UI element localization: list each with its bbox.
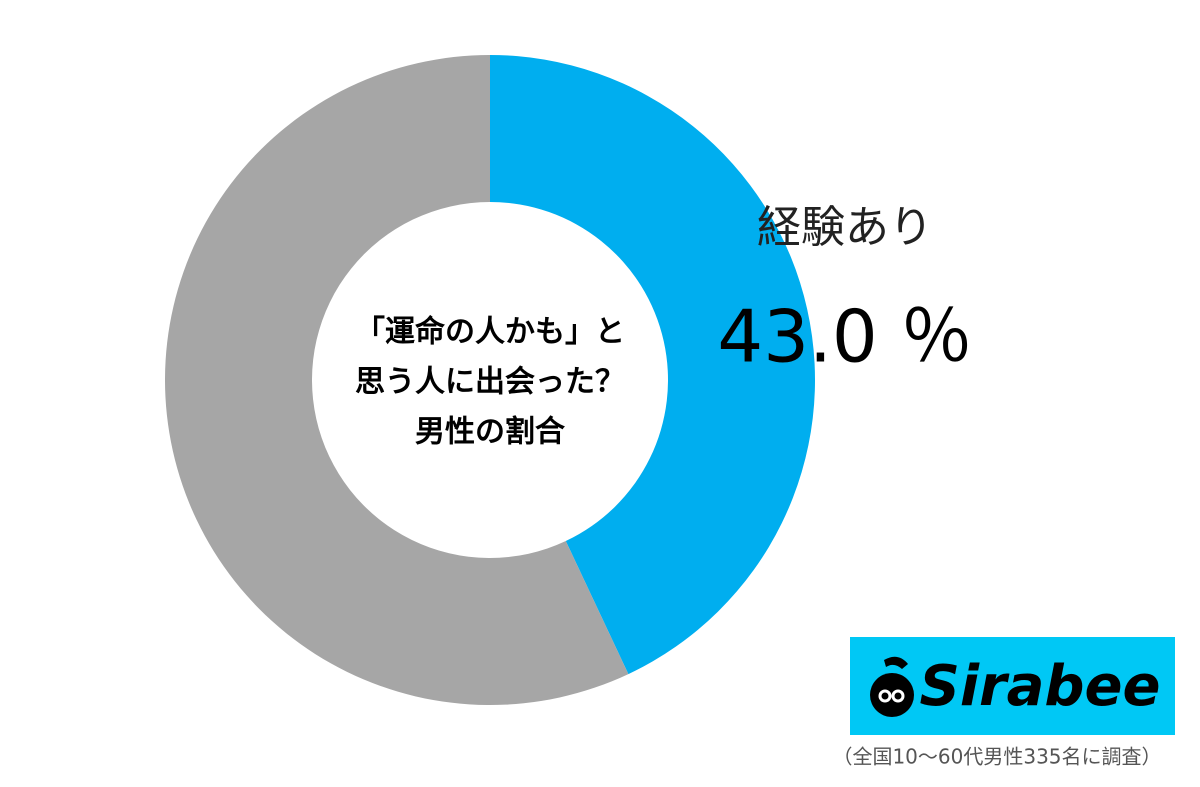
- center-text: 「運命の人かも」と: [355, 315, 625, 350]
- logo-icon: [870, 656, 914, 717]
- category-label: 経験あり: [757, 202, 933, 253]
- value-label: 43.0 ％: [717, 295, 972, 379]
- note: （全国10～60代男性335名に調査）: [832, 745, 1161, 769]
- donut: [165, 55, 815, 705]
- donut-segment: [165, 55, 629, 705]
- donut-segment: [490, 55, 815, 675]
- logo-text: Sirabee: [920, 654, 1161, 719]
- center-text: 思う人に出会った？: [355, 365, 625, 400]
- center-text: 男性の割合: [415, 415, 565, 450]
